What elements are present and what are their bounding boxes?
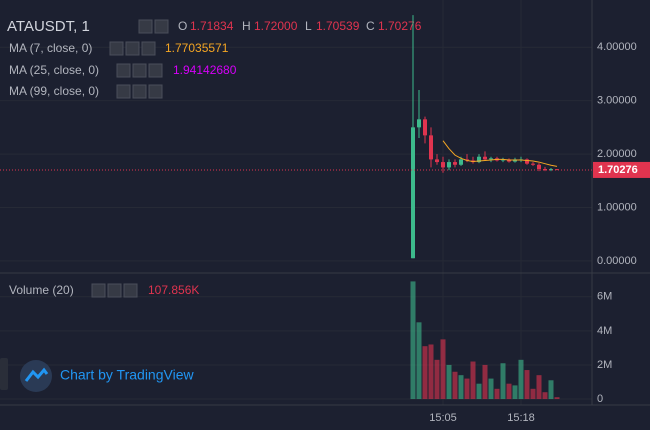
volume-bar	[512, 385, 518, 400]
volume-bar	[530, 388, 536, 400]
volume-name: Volume (20)	[9, 283, 74, 297]
volume-bar	[524, 370, 530, 400]
volume-bar	[464, 378, 470, 400]
last-price-label: 1.70276	[598, 164, 638, 176]
volume-bar	[536, 375, 542, 400]
x-tick-label: 15:18	[507, 412, 535, 424]
candle-body	[429, 135, 433, 160]
y-tick-label: 2.00000	[597, 148, 637, 160]
volume-bar	[494, 388, 500, 400]
candle-body	[435, 159, 439, 163]
candle-body	[423, 119, 427, 136]
watermark: Chart by TradingView	[60, 367, 194, 383]
candle-body	[411, 127, 415, 259]
volume-bar	[416, 322, 422, 400]
candle-body	[441, 162, 445, 168]
candle-body	[501, 159, 505, 161]
candle-body	[543, 169, 547, 171]
y-tick-label: 4M	[597, 325, 612, 337]
candle-body	[531, 163, 535, 165]
legend-icons	[91, 19, 169, 298]
volume-bar	[410, 281, 416, 400]
y-tick-label: 0	[597, 393, 603, 405]
volume-bar	[554, 397, 560, 400]
candle-body	[465, 159, 469, 161]
candle-body	[477, 156, 481, 163]
y-tick-label: 4.00000	[597, 41, 637, 53]
indicator-name: MA (25, close, 0)	[9, 63, 99, 77]
legend-value: 1.71834	[190, 19, 234, 33]
candle-body	[489, 158, 493, 160]
y-tick-label: 3.00000	[597, 95, 637, 107]
volume-bar	[482, 364, 488, 400]
y-tick-label: 2M	[597, 359, 612, 371]
candle-body	[417, 119, 421, 128]
last-price-box	[593, 161, 650, 178]
legend-key: C	[366, 19, 375, 33]
y-tick-label: 0.00000	[597, 255, 637, 267]
legend-value: 1.70539	[316, 19, 360, 33]
volume-bar	[446, 364, 452, 400]
volume-bar	[542, 392, 548, 400]
candle-body	[447, 162, 451, 168]
candle-body	[459, 159, 463, 165]
candle-body	[549, 169, 553, 171]
candle-body	[507, 159, 511, 162]
indicator-value: 1.94142680	[173, 63, 237, 77]
candle-body	[537, 164, 541, 170]
volume-bar	[422, 346, 428, 400]
legend-key: O	[178, 19, 187, 33]
indicator-value: 1.77035571	[165, 41, 229, 55]
legend-value: 1.70276	[378, 19, 422, 33]
volume-bar	[506, 383, 512, 400]
volume-bar	[458, 375, 464, 400]
candle-body	[483, 156, 487, 160]
volume-bar	[476, 383, 482, 400]
x-tick-label: 15:05	[429, 412, 457, 424]
side-tab[interactable]	[0, 358, 8, 390]
legend-key: L	[305, 19, 312, 33]
legend-value: 1.72000	[254, 19, 298, 33]
indicator-name: MA (7, close, 0)	[9, 41, 92, 55]
volume-bar	[428, 344, 434, 400]
ma-line	[442, 140, 558, 167]
candle-body	[453, 162, 457, 165]
candle-body	[513, 159, 517, 162]
volume-bar	[452, 371, 458, 400]
volume-bar	[488, 378, 494, 400]
volume-bar	[500, 363, 506, 400]
volume-bar	[434, 359, 440, 400]
volume-value: 107.856K	[148, 283, 199, 297]
marks: 1.70276	[0, 15, 650, 400]
indicator-name: MA (99, close, 0)	[9, 84, 99, 98]
y-tick-label: 1.00000	[597, 201, 637, 213]
legend-key: H	[242, 19, 251, 33]
candle-body	[555, 169, 559, 171]
volume-bar	[470, 361, 476, 400]
y-tick-label: 6M	[597, 291, 612, 303]
symbol: ATAUSDT, 1	[7, 18, 90, 35]
volume-bar	[440, 339, 446, 400]
volume-bar	[518, 359, 524, 400]
volume-bar	[548, 380, 554, 400]
candle-body	[525, 159, 529, 164]
tradingview-logo	[20, 360, 52, 392]
